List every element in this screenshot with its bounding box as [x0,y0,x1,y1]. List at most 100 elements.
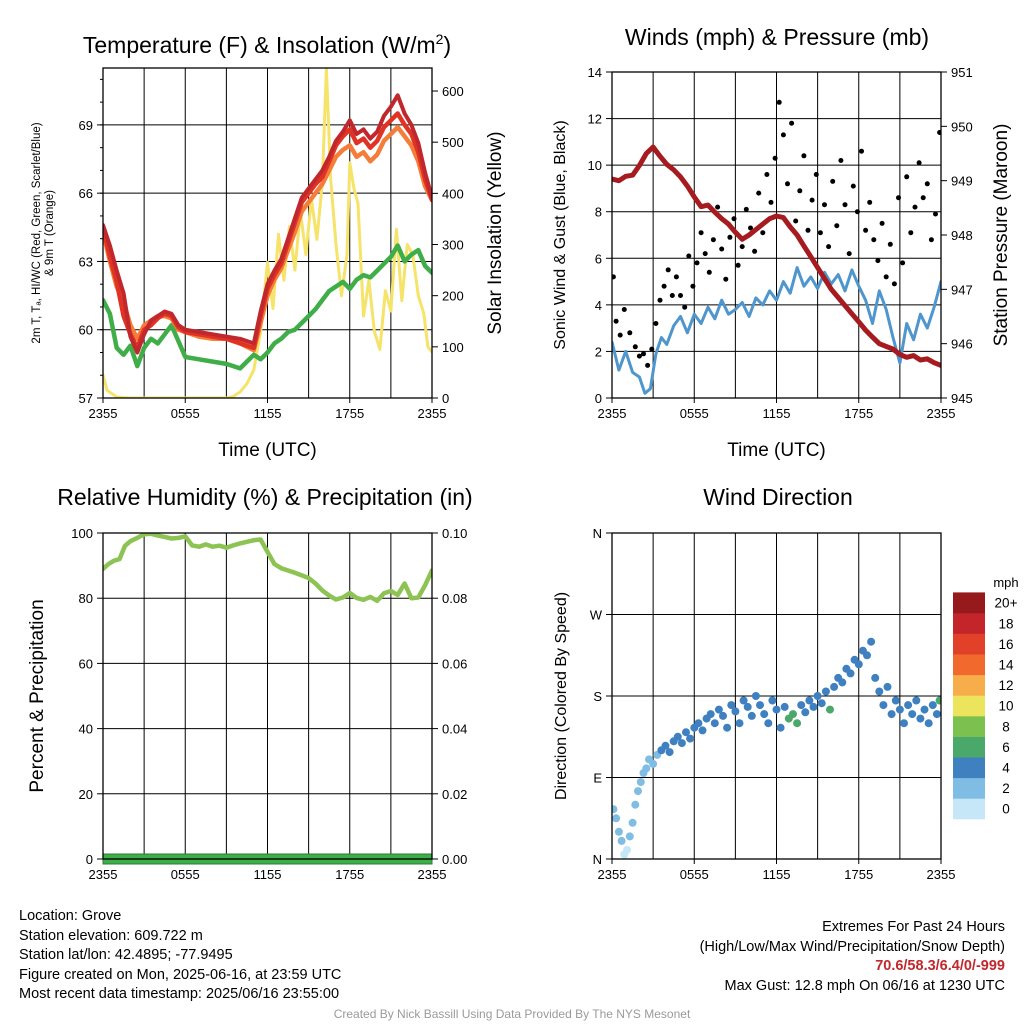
gust-point [727,234,733,240]
direction-point [756,701,764,710]
max-gust-text: Max Gust: 12.8 mph On 06/16 at 1230 UTC [724,977,1005,994]
y-tick-label: 6 [595,251,602,266]
direction-point [764,719,773,728]
legend-label: 6 [1002,740,1010,755]
direction-point [809,702,818,711]
gust-point [793,218,799,224]
gust-point [682,304,688,310]
gust-point [924,181,930,187]
gust-point [871,237,877,243]
direction-point [694,719,703,728]
legend-title: mph [993,575,1018,590]
direction-point [677,739,686,748]
y-tick-label: 2 [595,344,602,359]
station-info: Location: Grove Station elevation: 609.7… [19,907,341,1005]
legend-label: 16 [998,637,1013,652]
direction-point [612,814,621,823]
chart-title-part: ) [443,32,451,58]
x-tick-label: 1755 [335,867,364,882]
direction-point [805,696,814,705]
recent-text: Most recent data timestamp: 2025/06/16 2… [19,986,340,1002]
x-tick-label: 1155 [763,406,791,421]
gust-point [715,204,721,210]
series-group [612,637,941,859]
y-tick-label: 12 [588,112,602,127]
gust-point [912,204,918,210]
direction-point [793,719,802,728]
x-tick-label: 2355 [418,406,447,421]
legend-swatch [953,674,985,696]
gust-point [731,216,737,222]
direction-point [871,673,880,682]
x-axis-label: Time (UTC) [218,440,317,461]
x-tick-label: 2355 [598,406,627,421]
direction-point [710,719,719,728]
direction-point [739,696,748,705]
extremes-legend: (High/Low/Max Wind/Precipitation/Snow De… [699,938,1005,955]
gust-point [805,227,811,233]
direction-point [614,827,623,836]
y-axis-label-2: & 9m T (Orange) [44,190,56,276]
created-text: Figure created on Mon, 2025-06-16, at 23… [19,966,342,983]
gust-point [842,202,848,208]
gust-point [710,237,716,243]
gust-point [908,230,914,236]
direction-point [895,705,904,714]
gust-point [719,246,725,252]
gust-point [817,230,823,236]
chart-rh: 2355 0555 1155 1755 2355 Relative Humidity (%… [27,484,473,882]
y2-tick-label: 600 [442,84,464,99]
legend-swatch [953,798,985,820]
gust-point [723,276,729,282]
x-tick-label: 0555 [171,867,200,882]
series-dewpoint [103,243,432,371]
location-text: Location: Grove [19,908,122,924]
x-tick-label: 2355 [927,406,956,421]
gust-point [789,120,795,126]
y-axis-label: 2m T, Tₐ, HI/WC (Red, Green, Scarlet/Blu… [31,122,43,343]
x-tick-label: 1155 [763,867,791,882]
direction-point [631,800,640,809]
gust-point [768,199,774,205]
y-tick-label: 80 [79,591,93,606]
gust-point [752,248,758,254]
gust-point [813,172,819,177]
plot-frame [611,532,942,860]
y2-tick-label: 300 [442,238,464,253]
x-tick-label: 1155 [254,867,282,882]
series-heat-index [103,93,432,355]
y-tick-label: 4 [595,298,602,313]
y2-tick-label: 950 [951,119,973,134]
y2-tick-label: 0.08 [442,591,467,606]
x-tick-label: 2355 [927,867,956,882]
series-group [103,68,432,398]
plot-frame [102,67,433,399]
gust-point [617,332,623,338]
chart-title-part: Temperature (F) & Insolation (W/m [83,32,436,58]
gust-point [879,220,885,226]
x-tick-label: 0555 [171,406,200,421]
gust-point [838,158,844,163]
gust-point [627,330,633,336]
y2-tick-label: 948 [951,228,973,243]
direction-point [932,710,941,719]
legend-swatch [953,695,985,717]
y2-tick-label: 100 [442,340,464,355]
direction-point [731,707,740,716]
latlon-text: Station lat/lon: 42.4895; -77.9495 [19,947,233,963]
x-tick-label: 1155 [254,406,282,421]
direction-point [772,705,781,714]
gust-point [694,260,700,266]
chart-wind: 2355 0555 1155 1755 2355 Winds (mph) & Pressu… [552,24,1012,461]
direction-point [634,787,642,796]
gust-point [636,353,642,359]
direction-point [628,818,637,827]
direction-point [916,714,925,723]
legend-label: 0 [1002,802,1010,817]
gust-point [760,230,766,236]
y2-tick-label: 946 [951,337,973,352]
direction-point [706,710,715,719]
chart-title-superscript: 2 [436,31,444,47]
x-tick-label: 0555 [680,406,709,421]
gust-point [780,132,786,138]
